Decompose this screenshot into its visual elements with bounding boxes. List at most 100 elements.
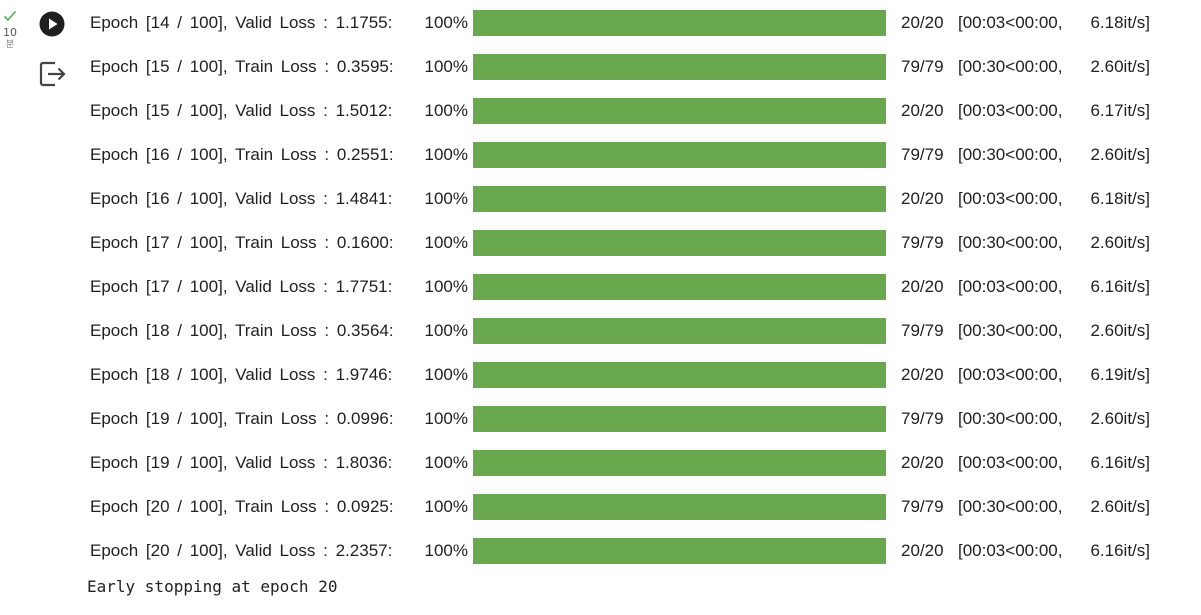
elapsed-time: [00:30<00:00,	[958, 233, 1063, 252]
progress-bar	[473, 54, 886, 80]
iteration-count: 20/20	[901, 101, 944, 120]
iteration-count: 20/20	[901, 13, 944, 32]
progress-percent: 100%	[424, 101, 468, 120]
epoch-description: Epoch [17 / 100], Train Loss : 0.1600:	[90, 233, 394, 252]
epoch-description: Epoch [17 / 100], Valid Loss : 1.7751:	[90, 277, 393, 296]
progress-percent: 100%	[424, 365, 468, 384]
progress-percent: 100%	[424, 277, 468, 296]
progress-bar-fill	[473, 450, 886, 476]
epoch-description: Epoch [19 / 100], Valid Loss : 1.8036:	[90, 453, 393, 472]
progress-bar-fill	[473, 274, 886, 300]
progress-row: Epoch [16 / 100], Valid Loss : 1.4841: 10…	[90, 186, 1190, 212]
play-circle-icon[interactable]	[39, 11, 65, 37]
elapsed-time: [00:03<00:00,	[958, 365, 1063, 384]
progress-bar	[473, 230, 886, 256]
iteration-count: 79/79	[901, 233, 944, 252]
iteration-count: 79/79	[901, 57, 944, 76]
epoch-description: Epoch [20 / 100], Valid Loss : 2.2357:	[90, 541, 393, 560]
progress-bar	[473, 494, 886, 520]
epoch-description: Epoch [15 / 100], Valid Loss : 1.5012:	[90, 101, 393, 120]
progress-percent: 100%	[424, 189, 468, 208]
elapsed-time: [00:30<00:00,	[958, 321, 1063, 340]
progress-row: Epoch [17 / 100], Train Loss : 0.1600: 10…	[90, 230, 1190, 256]
progress-bar	[473, 10, 886, 36]
progress-percent: 100%	[424, 321, 468, 340]
progress-bar	[473, 142, 886, 168]
elapsed-time: [00:03<00:00,	[958, 13, 1063, 32]
progress-percent: 100%	[424, 57, 468, 76]
elapsed-time: [00:03<00:00,	[958, 101, 1063, 120]
cell-gutter: 10 분	[0, 0, 22, 615]
progress-row: Epoch [15 / 100], Valid Loss : 1.5012: 10…	[90, 98, 1190, 124]
elapsed-time: [00:30<00:00,	[958, 57, 1063, 76]
execution-time-value: 10	[3, 26, 17, 39]
output-arrow-icon[interactable]	[39, 60, 67, 88]
early-stopping-message: Early stopping at epoch 20	[87, 577, 338, 596]
iteration-rate: 6.18it/s]	[1090, 189, 1150, 208]
iteration-rate: 6.19it/s]	[1090, 365, 1150, 384]
progress-percent: 100%	[424, 409, 468, 428]
progress-bar-fill	[473, 362, 886, 388]
iteration-rate: 6.17it/s]	[1090, 101, 1150, 120]
progress-row: Epoch [18 / 100], Train Loss : 0.3564: 10…	[90, 318, 1190, 344]
epoch-description: Epoch [18 / 100], Train Loss : 0.3564:	[90, 321, 394, 340]
progress-bar-fill	[473, 406, 886, 432]
progress-bar	[473, 406, 886, 432]
iteration-count: 20/20	[901, 365, 944, 384]
iteration-count: 79/79	[901, 321, 944, 340]
epoch-description: Epoch [18 / 100], Valid Loss : 1.9746:	[90, 365, 393, 384]
progress-bar	[473, 362, 886, 388]
elapsed-time: [00:03<00:00,	[958, 189, 1063, 208]
elapsed-time: [00:30<00:00,	[958, 497, 1063, 516]
progress-row: Epoch [14 / 100], Valid Loss : 1.1755: 10…	[90, 10, 1190, 36]
iteration-rate: 2.60it/s]	[1090, 145, 1150, 164]
elapsed-time: [00:03<00:00,	[958, 541, 1063, 560]
progress-row: Epoch [20 / 100], Train Loss : 0.0925: 10…	[90, 494, 1190, 520]
progress-bar-fill	[473, 98, 886, 124]
progress-bar	[473, 274, 886, 300]
progress-bar	[473, 450, 886, 476]
epoch-description: Epoch [16 / 100], Valid Loss : 1.4841:	[90, 189, 393, 208]
elapsed-time: [00:30<00:00,	[958, 145, 1063, 164]
epoch-description: Epoch [16 / 100], Train Loss : 0.2551:	[90, 145, 394, 164]
progress-row: Epoch [19 / 100], Train Loss : 0.0996: 10…	[90, 406, 1190, 432]
iteration-rate: 2.60it/s]	[1090, 57, 1150, 76]
iteration-count: 20/20	[901, 277, 944, 296]
progress-row: Epoch [17 / 100], Valid Loss : 1.7751: 10…	[90, 274, 1190, 300]
progress-row: Epoch [15 / 100], Train Loss : 0.3595: 10…	[90, 54, 1190, 80]
progress-percent: 100%	[424, 497, 468, 516]
progress-row: Epoch [18 / 100], Valid Loss : 1.9746: 10…	[90, 362, 1190, 388]
iteration-rate: 6.18it/s]	[1090, 13, 1150, 32]
elapsed-time: [00:03<00:00,	[958, 277, 1063, 296]
iteration-count: 20/20	[901, 541, 944, 560]
progress-percent: 100%	[424, 453, 468, 472]
elapsed-time: [00:03<00:00,	[958, 453, 1063, 472]
epoch-description: Epoch [14 / 100], Valid Loss : 1.1755:	[90, 13, 393, 32]
epoch-description: Epoch [15 / 100], Train Loss : 0.3595:	[90, 57, 394, 76]
progress-bar	[473, 186, 886, 212]
iteration-count: 79/79	[901, 145, 944, 164]
iteration-count: 20/20	[901, 453, 944, 472]
progress-row: Epoch [19 / 100], Valid Loss : 1.8036: 10…	[90, 450, 1190, 476]
iteration-rate: 2.60it/s]	[1090, 233, 1150, 252]
progress-percent: 100%	[424, 145, 468, 164]
progress-percent: 100%	[424, 541, 468, 560]
iteration-rate: 6.16it/s]	[1090, 541, 1150, 560]
progress-bar-fill	[473, 186, 886, 212]
progress-percent: 100%	[424, 13, 468, 32]
progress-bar-fill	[473, 538, 886, 564]
progress-bar-fill	[473, 318, 886, 344]
progress-bar-fill	[473, 142, 886, 168]
iteration-rate: 6.16it/s]	[1090, 277, 1150, 296]
progress-percent: 100%	[424, 233, 468, 252]
progress-row: Epoch [16 / 100], Train Loss : 0.2551: 10…	[90, 142, 1190, 168]
iteration-rate: 2.60it/s]	[1090, 321, 1150, 340]
progress-bar-fill	[473, 10, 886, 36]
iteration-rate: 2.60it/s]	[1090, 409, 1150, 428]
progress-bar	[473, 98, 886, 124]
epoch-description: Epoch [19 / 100], Train Loss : 0.0996:	[90, 409, 394, 428]
checkmark-icon	[3, 10, 17, 22]
iteration-count: 79/79	[901, 409, 944, 428]
iteration-count: 79/79	[901, 497, 944, 516]
progress-row: Epoch [20 / 100], Valid Loss : 2.2357: 10…	[90, 538, 1190, 564]
